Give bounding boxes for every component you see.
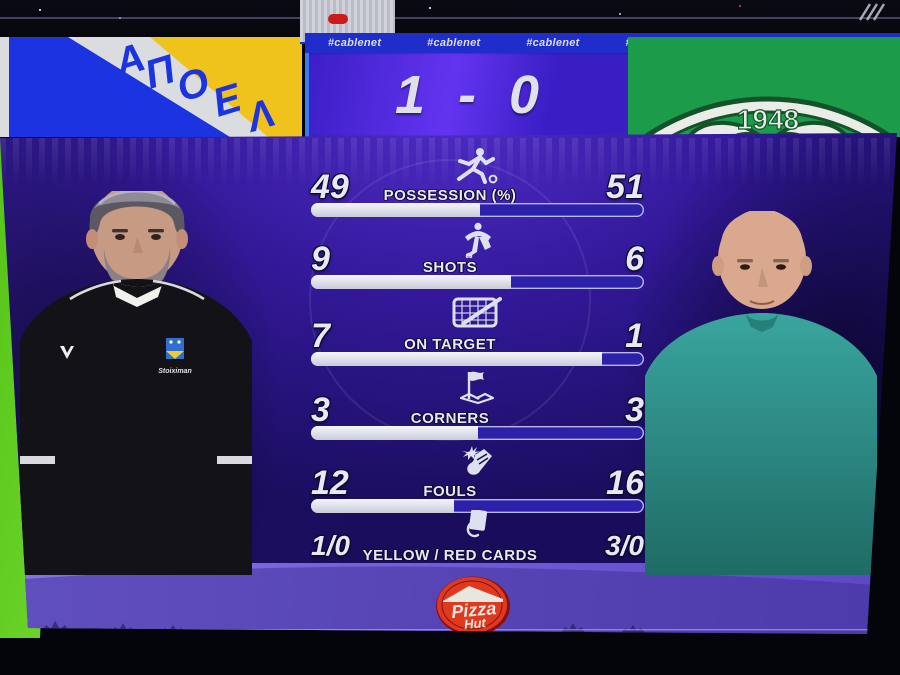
svg-text:1948: 1948 [737,104,799,135]
svg-text:Hut: Hut [464,615,488,632]
svg-text:Stoiximan: Stoiximan [158,368,191,375]
